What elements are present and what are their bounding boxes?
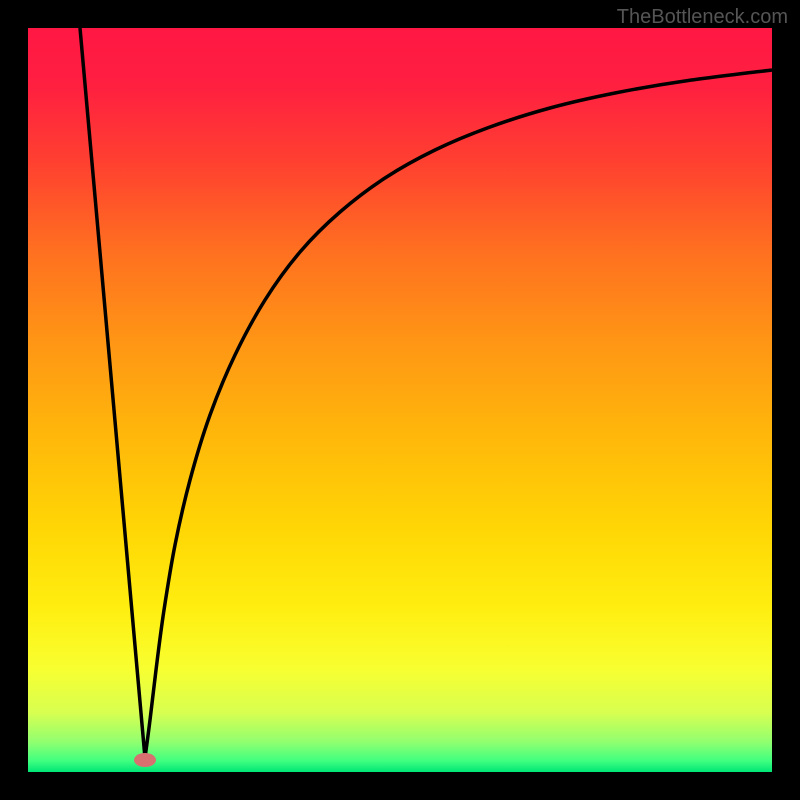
optimal-point-marker: [134, 753, 156, 767]
watermark-text: TheBottleneck.com: [617, 6, 788, 29]
bottleneck-chart: [0, 0, 800, 800]
gradient-plot-area: [28, 28, 772, 772]
chart-container: [0, 0, 800, 800]
